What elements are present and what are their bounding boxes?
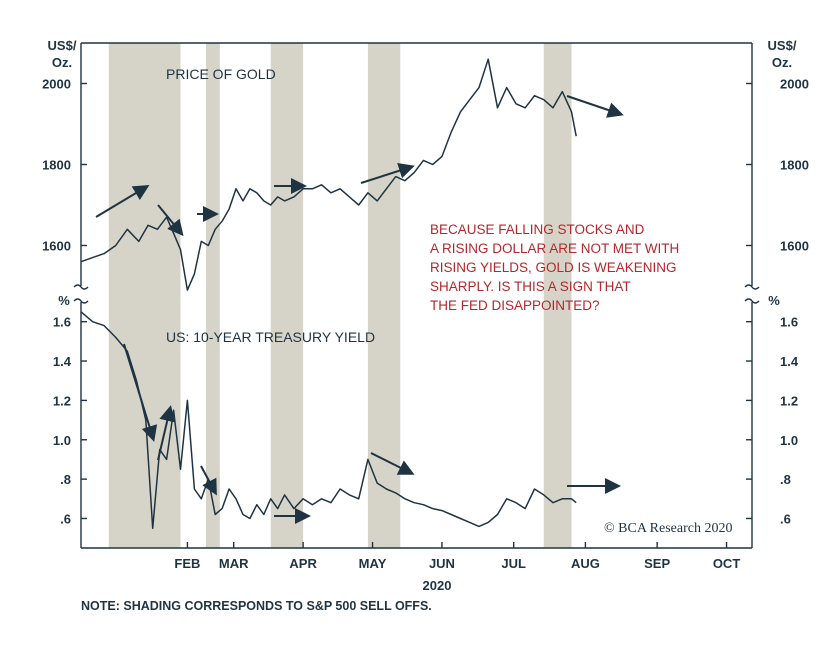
y-tick-label: 1.6 xyxy=(53,315,71,330)
shading-bands xyxy=(108,43,572,548)
y-tick-label: 1.6 xyxy=(780,315,798,330)
y-tick-label: 1800 xyxy=(780,158,809,173)
trend-arrow xyxy=(157,405,176,461)
x-tick-label: OCT xyxy=(713,556,741,571)
x-tick-label: MAR xyxy=(219,556,249,571)
y-tick-label: 1.2 xyxy=(780,393,798,408)
y-tick-label: 2000 xyxy=(780,77,809,92)
shading-note: NOTE: SHADING CORRESPONDS TO S&P 500 SEL… xyxy=(81,599,432,613)
y-tick-label: 1.0 xyxy=(780,433,798,448)
shading-band xyxy=(367,43,401,548)
trend-arrow xyxy=(157,204,184,237)
trend-arrows xyxy=(95,95,624,524)
series-lines xyxy=(80,58,577,530)
trend-arrow xyxy=(95,184,150,218)
gold-unit-left-line2: Oz. xyxy=(52,55,72,70)
x-tick-label: SEP xyxy=(644,556,670,571)
x-tick-label: JUL xyxy=(501,556,526,571)
yield-panel-title: US: 10-YEAR TREASURY YIELD xyxy=(166,329,375,345)
series-line-gold xyxy=(80,58,577,291)
x-tick-label: AUG xyxy=(571,556,600,571)
y-tick-label: 1.2 xyxy=(53,393,71,408)
y-tick-label: 2000 xyxy=(42,77,71,92)
shading-band xyxy=(270,43,304,548)
shading-band xyxy=(205,43,220,548)
x-tick-label: FEB xyxy=(174,556,200,571)
trend-arrow xyxy=(360,163,415,184)
gold-unit-right-line1: US$/ xyxy=(768,38,797,53)
y-tick-label: 1800 xyxy=(42,158,71,173)
annotation-line-5: THE FED DISAPPOINTED? xyxy=(430,298,600,313)
annotation-line-4: SHARPLY. IS THIS A SIGN THAT xyxy=(430,279,631,294)
source-credit: © BCA Research 2020 xyxy=(604,521,732,536)
x-axis-year: 2020 xyxy=(423,578,452,593)
y-tick-label: 1.0 xyxy=(53,433,71,448)
shading-band xyxy=(108,43,181,548)
x-tick-label: APR xyxy=(289,556,317,571)
yield-unit-left: % xyxy=(58,293,70,308)
y-tick-label: 1.4 xyxy=(53,354,72,369)
annotation-line-3: RISING YIELDS, GOLD IS WEAKENING xyxy=(430,260,677,275)
y-tick-label: .6 xyxy=(780,511,791,526)
gold-unit-right-line2: Oz. xyxy=(772,55,792,70)
annotation-line-2: A RISING DOLLAR ARE NOT MET WITH xyxy=(430,241,679,256)
trend-arrow xyxy=(566,95,624,118)
x-tick-label: JUN xyxy=(429,556,455,571)
gold-unit-left-line1: US$/ xyxy=(48,38,77,53)
series-line-yield xyxy=(80,311,577,530)
y-tick-label: 1600 xyxy=(780,239,809,254)
y-tick-label: 1.4 xyxy=(780,354,799,369)
y-tick-label: .8 xyxy=(60,472,71,487)
trend-arrow xyxy=(123,343,158,442)
trend-arrow xyxy=(200,465,217,496)
annotation-line-1: BECAUSE FALLING STOCKS AND xyxy=(430,222,645,237)
shading-band xyxy=(543,43,572,548)
y-tick-label: .6 xyxy=(60,511,71,526)
gold-panel-title: PRICE OF GOLD xyxy=(166,66,276,82)
axis-ticks: 1600 1600 1800 1800 2000 2000 .6 .6 .8 .8 1.0 1.0 1.… xyxy=(42,77,809,572)
y-tick-label: .8 xyxy=(780,472,791,487)
x-tick-label: MAY xyxy=(359,556,387,571)
trend-arrow xyxy=(370,452,415,475)
yield-unit-right: % xyxy=(768,293,780,308)
y-tick-label: 1600 xyxy=(42,239,71,254)
